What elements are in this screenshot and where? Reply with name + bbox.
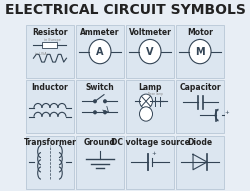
Text: M: M bbox=[195, 47, 205, 57]
Text: V: V bbox=[146, 47, 154, 57]
Text: Neon lamp: Neon lamp bbox=[148, 92, 162, 96]
Bar bbox=[42, 42, 58, 48]
Text: in USA: in USA bbox=[35, 52, 46, 56]
Text: +: + bbox=[224, 110, 229, 115]
Circle shape bbox=[139, 40, 161, 64]
FancyBboxPatch shape bbox=[76, 135, 124, 189]
Text: Inductor: Inductor bbox=[32, 83, 68, 92]
Text: Motor: Motor bbox=[187, 28, 213, 37]
Text: in Europe: in Europe bbox=[44, 38, 61, 42]
Text: Diode: Diode bbox=[188, 138, 212, 147]
Circle shape bbox=[140, 107, 152, 121]
FancyBboxPatch shape bbox=[26, 80, 74, 133]
FancyBboxPatch shape bbox=[126, 135, 174, 189]
FancyBboxPatch shape bbox=[26, 135, 74, 189]
Text: Ground: Ground bbox=[84, 138, 116, 147]
FancyBboxPatch shape bbox=[76, 25, 124, 78]
Circle shape bbox=[94, 111, 96, 114]
Text: ELECTRICAL CIRCUIT SYMBOLS: ELECTRICAL CIRCUIT SYMBOLS bbox=[4, 3, 246, 17]
FancyBboxPatch shape bbox=[126, 80, 174, 133]
Circle shape bbox=[104, 100, 106, 103]
FancyBboxPatch shape bbox=[126, 25, 174, 78]
Text: Voltmeter: Voltmeter bbox=[128, 28, 172, 37]
Text: Ammeter: Ammeter bbox=[80, 28, 120, 37]
Circle shape bbox=[89, 40, 111, 64]
Text: A: A bbox=[96, 47, 104, 57]
FancyBboxPatch shape bbox=[176, 80, 224, 133]
Text: Lamp: Lamp bbox=[138, 83, 162, 92]
Circle shape bbox=[94, 100, 96, 103]
FancyBboxPatch shape bbox=[176, 135, 224, 189]
Text: Capacitor: Capacitor bbox=[179, 83, 221, 92]
Text: +: + bbox=[151, 151, 156, 156]
FancyBboxPatch shape bbox=[176, 25, 224, 78]
Text: Resistor: Resistor bbox=[32, 28, 68, 37]
Circle shape bbox=[104, 111, 106, 114]
Circle shape bbox=[189, 40, 211, 64]
Text: Switch: Switch bbox=[86, 83, 114, 92]
FancyBboxPatch shape bbox=[26, 25, 74, 78]
FancyBboxPatch shape bbox=[76, 80, 124, 133]
Text: DC voltage source: DC voltage source bbox=[110, 138, 190, 147]
Circle shape bbox=[140, 94, 152, 108]
Text: Transformer: Transformer bbox=[24, 138, 76, 147]
